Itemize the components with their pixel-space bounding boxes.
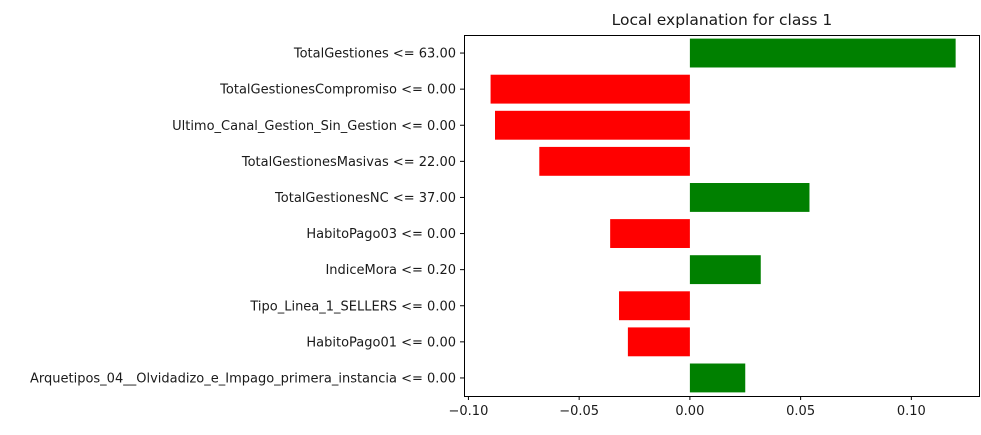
- x-tick-label: −0.10: [449, 404, 489, 419]
- bar-2: [495, 110, 690, 140]
- chart-title: Local explanation for class 1: [612, 11, 833, 29]
- y-tick-label: TotalGestiones <= 63.00: [293, 47, 456, 62]
- y-tick-label: Arquetipos_04__Olvidadizo_e_Impago_prime…: [30, 371, 456, 386]
- bar-1: [490, 74, 690, 104]
- bars-group: [490, 38, 956, 393]
- bar-6: [689, 255, 761, 285]
- y-tick-label: Ultimo_Canal_Gestion_Sin_Gestion <= 0.00: [172, 119, 456, 134]
- bar-8: [627, 327, 690, 357]
- bar-3: [539, 146, 690, 176]
- x-tick-label: −0.05: [559, 404, 599, 419]
- bar-9: [689, 363, 746, 393]
- bar-5: [610, 219, 690, 248]
- bar-4: [689, 183, 810, 212]
- bar-0: [689, 38, 956, 68]
- y-tick-label: HabitoPago03 <= 0.00: [306, 227, 456, 242]
- y-tick-label: IndiceMora <= 0.20: [325, 263, 456, 278]
- plot-frame: [464, 35, 980, 397]
- bar-7: [619, 291, 690, 321]
- x-tick-label: 0.00: [675, 404, 704, 419]
- y-tick-label: TotalGestionesMasivas <= 22.00: [241, 155, 456, 170]
- x-axis-ticks: −0.10 −0.05 0.00 0.05 0.10: [449, 396, 926, 419]
- y-tick-label: Tipo_Linea_1_SELLERS <= 0.00: [249, 299, 456, 314]
- y-tick-label: TotalGestionesCompromiso <= 0.00: [219, 83, 456, 98]
- x-tick-label: 0.05: [786, 404, 815, 419]
- x-tick-label: 0.10: [897, 404, 926, 419]
- y-axis-ticks: TotalGestiones <= 63.00 TotalGestionesCom…: [30, 47, 464, 386]
- y-tick-label: TotalGestionesNC <= 37.00: [274, 191, 456, 206]
- y-tick-label: HabitoPago01 <= 0.00: [306, 335, 456, 350]
